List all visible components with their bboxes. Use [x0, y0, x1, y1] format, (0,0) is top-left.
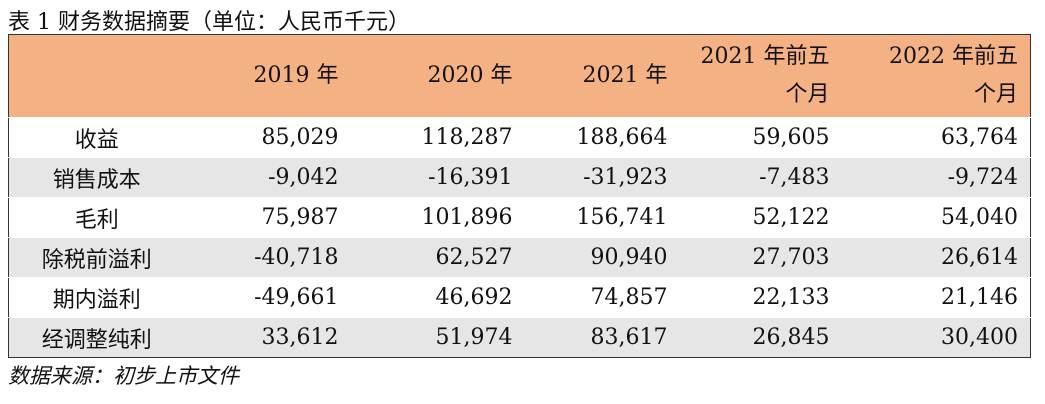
value-cell: 27,703: [679, 237, 842, 278]
row-label: 毛利: [8, 197, 185, 238]
value-cell: 62,527: [350, 237, 525, 278]
table-row: 期内溢利 -49,661 46,692 74,857 22,133 21,146: [8, 277, 1031, 318]
header-text: 2019 年: [253, 63, 339, 88]
value-cell: 33,612: [184, 317, 351, 358]
header-cell: 2021 年: [524, 34, 680, 118]
table-title: 表 1 财务数据摘要（单位：人民币千元）: [8, 10, 410, 35]
row-label: 除税前溢利: [8, 237, 185, 278]
row-label: 销售成本: [8, 157, 185, 198]
value-cell: 118,287: [350, 117, 525, 158]
value-cell: 63,764: [841, 117, 1031, 158]
value-cell: 52,122: [679, 197, 842, 238]
value-cell: -31,923: [524, 157, 680, 198]
value-cell: 85,029: [184, 117, 351, 158]
value-cell: -7,483: [679, 157, 842, 198]
value-cell: 30,400: [841, 317, 1031, 358]
header-cell: 2022 年前五个月: [841, 34, 1031, 118]
value-cell: 59,605: [679, 117, 842, 158]
value-cell: 26,845: [679, 317, 842, 358]
value-cell: 26,614: [841, 237, 1031, 278]
table-row: 除税前溢利 -40,718 62,527 90,940 27,703 26,614: [8, 237, 1031, 278]
header-cell: 2021 年前五个月: [679, 34, 842, 118]
row-label: 经调整纯利: [8, 317, 185, 358]
value-cell: 75,987: [184, 197, 351, 238]
financial-table: 2019 年 2020 年 2021 年 2021 年前五个月 2022 年前五个月 收…: [8, 34, 1031, 358]
value-cell: 21,146: [841, 277, 1031, 318]
value-cell: 74,857: [524, 277, 680, 318]
row-label: 期内溢利: [8, 277, 185, 318]
value-cell: 51,974: [350, 317, 525, 358]
row-label: 收益: [8, 117, 185, 158]
table-row: 收益 85,029 118,287 188,664 59,605 63,764: [8, 117, 1031, 158]
value-cell: 46,692: [350, 277, 525, 318]
value-cell: 188,664: [524, 117, 680, 158]
table-row: 毛利 75,987 101,896 156,741 52,122 54,040: [8, 197, 1031, 238]
value-cell: -9,724: [841, 157, 1031, 198]
value-cell: 83,617: [524, 317, 680, 358]
header-text: 2021 年前五个月: [700, 44, 830, 107]
value-cell: 22,133: [679, 277, 842, 318]
value-cell: -49,661: [184, 277, 351, 318]
value-cell: 101,896: [350, 197, 525, 238]
value-cell: 156,741: [524, 197, 680, 238]
value-cell: 90,940: [524, 237, 680, 278]
table-row: 经调整纯利 33,612 51,974 83,617 26,845 30,400: [8, 317, 1031, 358]
header-cell: [8, 34, 185, 118]
table-body: 收益 85,029 118,287 188,664 59,605 63,764 销售成本 -9…: [8, 117, 1031, 358]
value-cell: 54,040: [841, 197, 1031, 238]
header-row: 2019 年 2020 年 2021 年 2021 年前五个月 2022 年前五个月: [8, 34, 1031, 118]
header-cell: 2019 年: [184, 34, 351, 118]
header-cell: 2020 年: [350, 34, 525, 118]
header-text: 2020 年: [427, 63, 513, 88]
value-cell: -40,718: [184, 237, 351, 278]
table-row: 销售成本 -9,042 -16,391 -31,923 -7,483 -9,724: [8, 157, 1031, 198]
value-cell: -9,042: [184, 157, 351, 198]
source-note: 数据来源：初步上市文件: [8, 364, 239, 388]
header-text: 2021 年: [582, 63, 668, 88]
header-text: 2022 年前五个月: [889, 44, 1018, 107]
value-cell: -16,391: [350, 157, 525, 198]
